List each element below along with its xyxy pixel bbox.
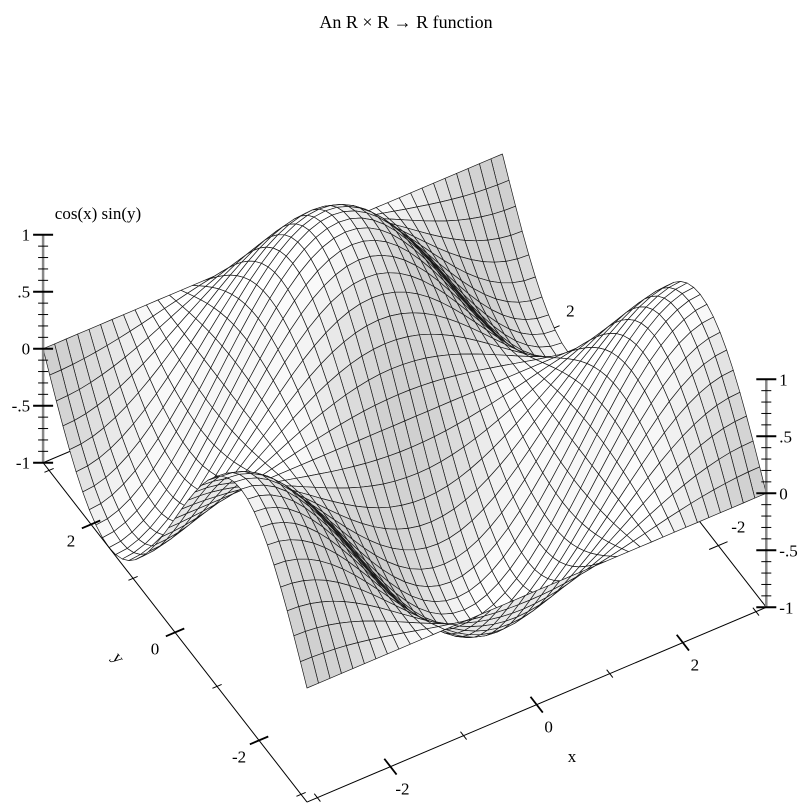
surface-cell (300, 656, 319, 689)
chart-title: An R × R → R function (319, 12, 492, 32)
y-major-tick (81, 519, 101, 530)
y-major-tick (165, 627, 185, 638)
z-tick-label-left: -1 (16, 454, 30, 473)
x-major-tick (383, 758, 398, 776)
x-minor-tick (313, 793, 321, 802)
z-tick-label-right: -.5 (779, 541, 797, 560)
y-minor-tick (128, 575, 138, 581)
y-minor-tick (212, 683, 222, 689)
y-axis-label: y (108, 648, 129, 667)
x-minor-tick (606, 669, 614, 678)
z-tick-label-left: 0 (22, 340, 31, 359)
far-y-tick-label: -2 (731, 518, 745, 537)
x-minor-tick (752, 607, 760, 616)
y-tick-label: -2 (232, 747, 246, 766)
y-minor-tick (296, 791, 306, 797)
surface-mesh (42, 153, 767, 689)
z-axis-label: cos(x) sin(y) (55, 204, 141, 223)
y-major-tick (249, 735, 269, 746)
x-tick-label: -2 (395, 780, 409, 799)
far-y-tick (708, 541, 728, 550)
y-minor-tick (44, 467, 54, 473)
x-minor-tick (460, 731, 468, 740)
x-major-tick (529, 696, 544, 714)
z-tick-label-right: 1 (779, 370, 788, 389)
far-y-tick-label: 2 (566, 302, 575, 321)
y-tick-label: 0 (151, 639, 160, 658)
z-tick-label-left: -.5 (12, 397, 30, 416)
x-tick-label: 0 (544, 718, 553, 737)
x-tick-label: 2 (691, 656, 700, 675)
z-tick-label-left: .5 (17, 283, 30, 302)
z-tick-label-left: 1 (22, 226, 31, 245)
y-tick-label: 2 (67, 531, 76, 550)
x-major-tick (675, 634, 690, 652)
front-axes: -2 0 2 -2 0 2 -1 -.5 0 .5 1 -1 -.5 0 .5 1 (12, 226, 798, 803)
z-tick-label-right: 0 (779, 484, 788, 503)
z-tick-label-right: -1 (779, 598, 793, 617)
x-axis-label: x (568, 747, 577, 766)
z-tick-label-right: .5 (779, 427, 792, 446)
